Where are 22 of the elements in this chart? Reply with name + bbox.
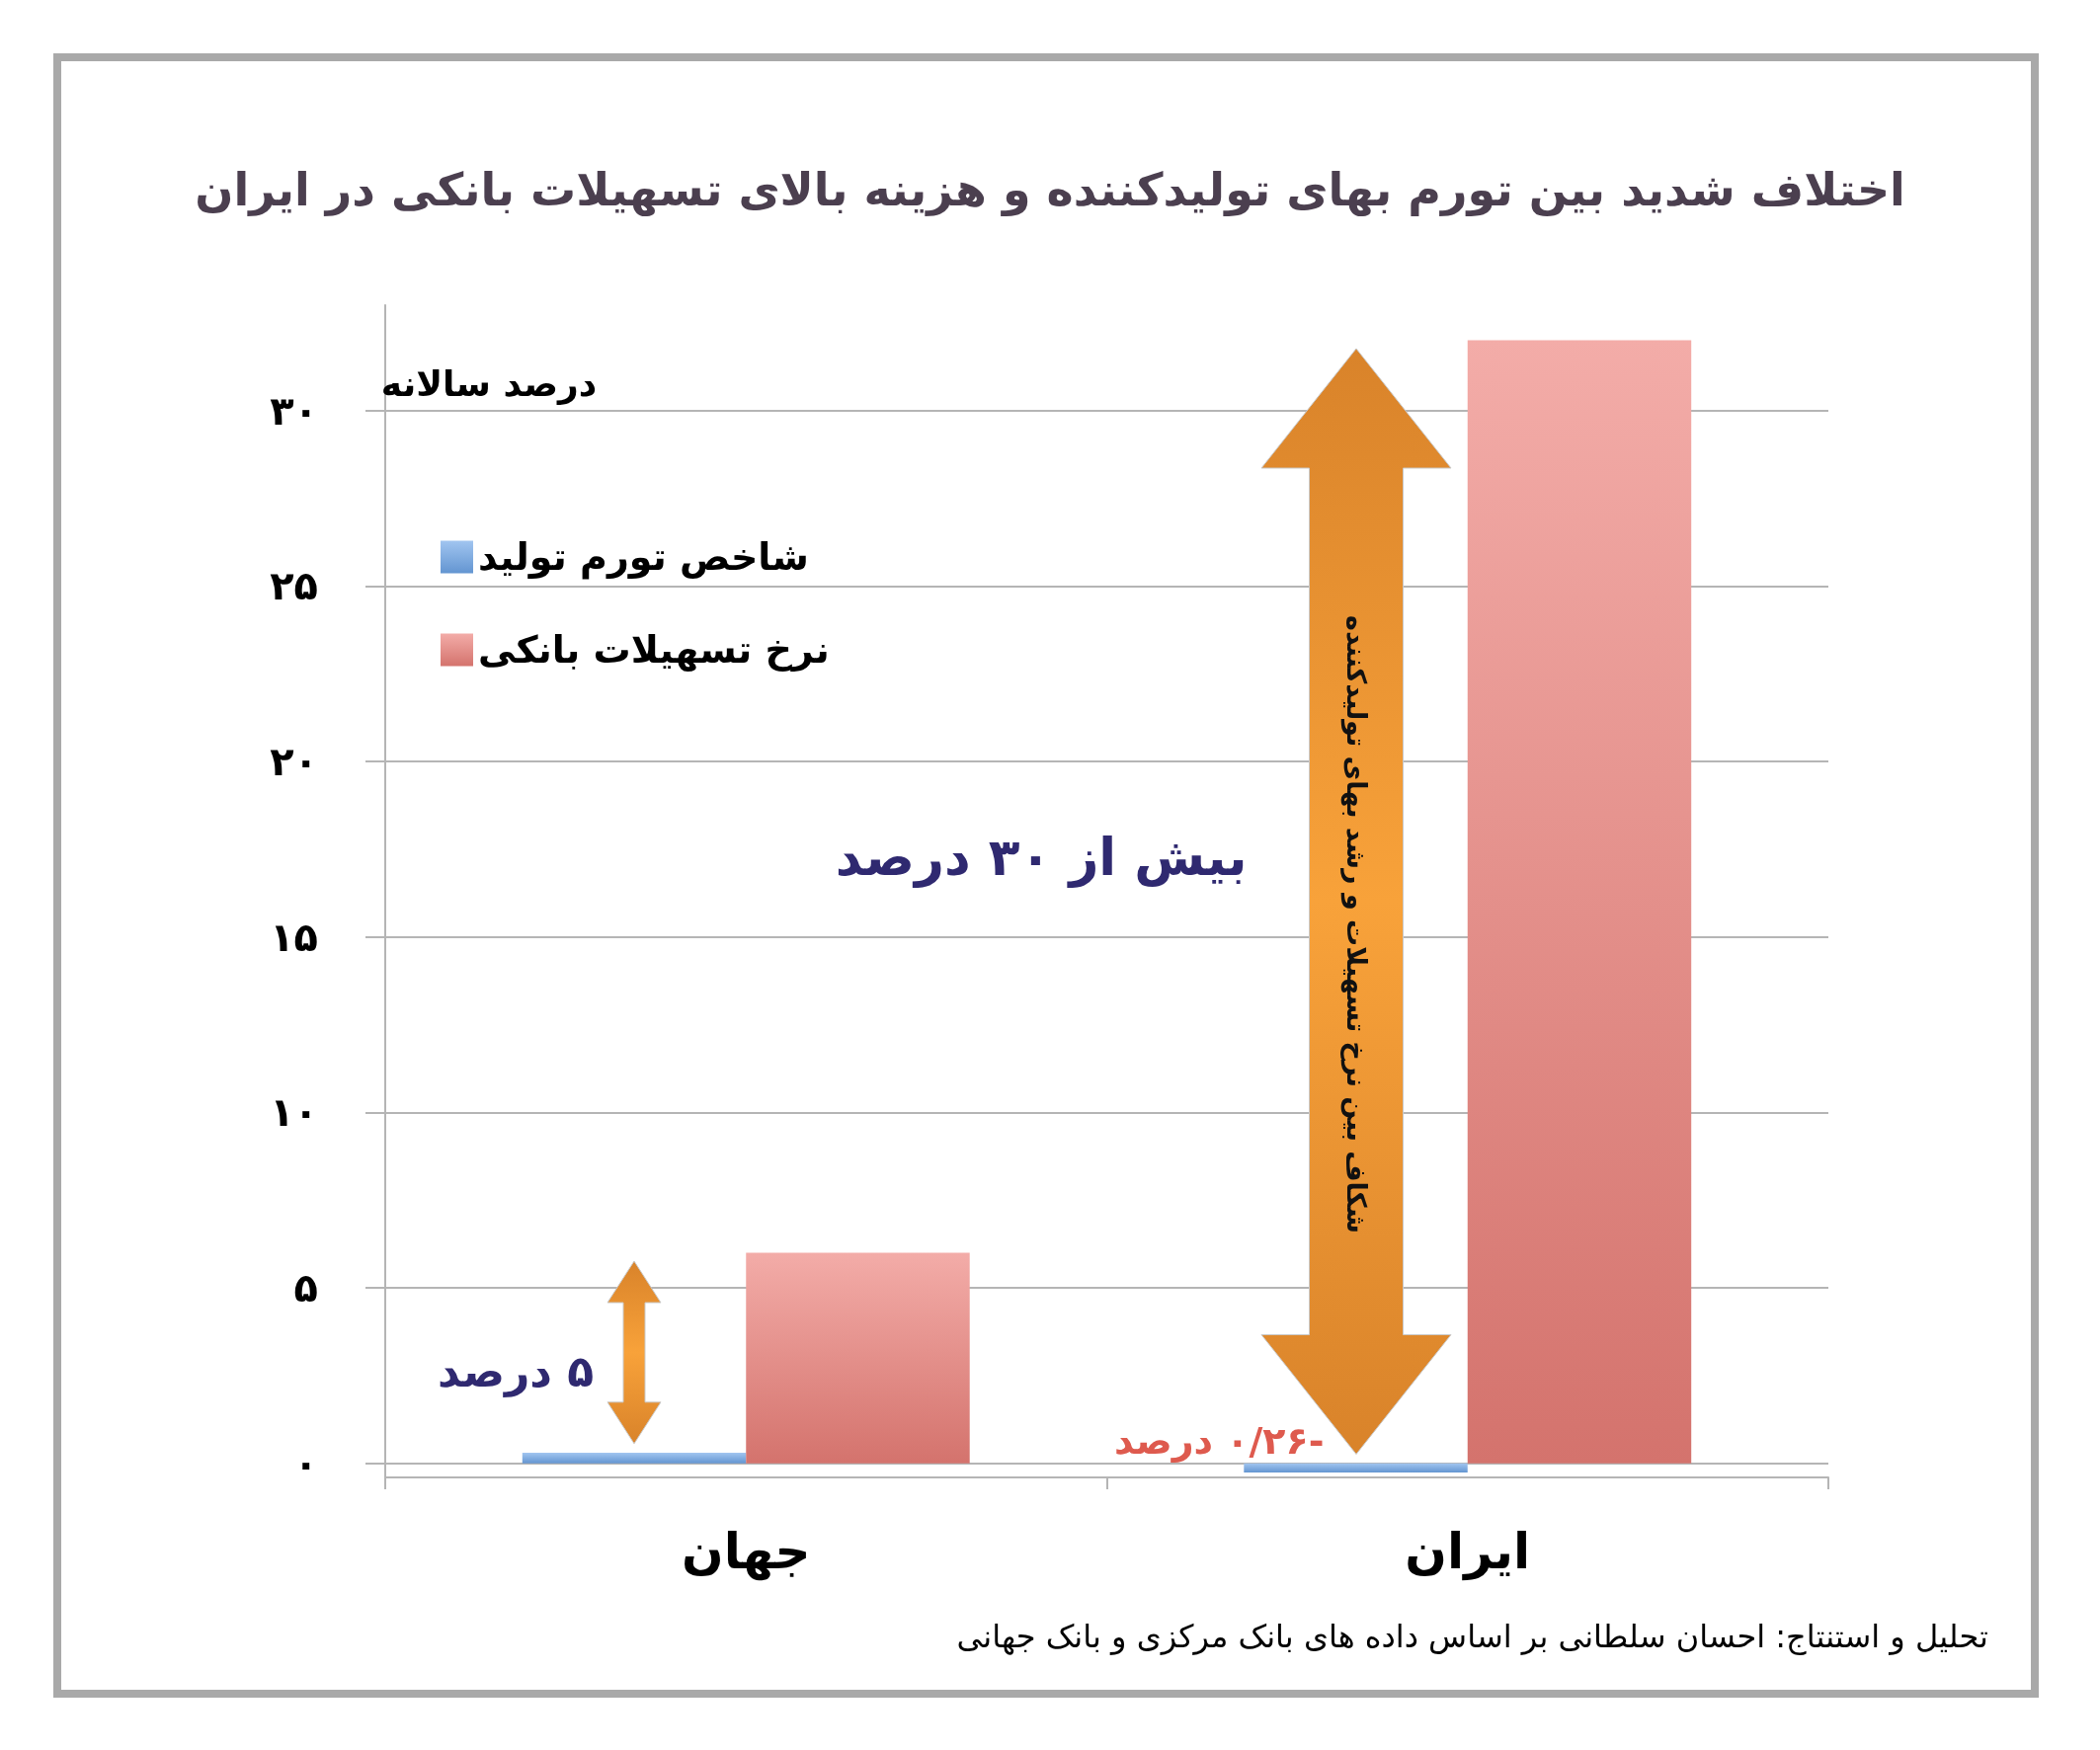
bar [522, 1453, 747, 1464]
y-tick-label: ۰ [293, 1440, 318, 1486]
legend-label: نرخ تسهیلات بانکی [478, 628, 830, 672]
annotation: شکاف بین نرخ تسهیلات و رشد بهای تولیدکننده [1339, 614, 1373, 1233]
y-tick-label: ۲۵ [270, 563, 318, 609]
x-tick-label: جهان [682, 1523, 811, 1581]
y-tick-label: ۵ [293, 1265, 318, 1312]
chart-title: اختلاف شدید بین تورم بهای تولیدکننده و هزینه بالای تسهیلات بانکی در ایران [195, 163, 1905, 216]
y-tick-label: ۱۵ [270, 914, 318, 960]
bar [746, 1252, 970, 1464]
y-tick-label: ۳۰ [270, 387, 318, 434]
y-axis-title: درصد سالانه [380, 361, 598, 406]
y-tick-label: ۱۰ [270, 1089, 318, 1136]
x-tick-label: ایران [1405, 1523, 1531, 1581]
annotation: بیش از ۳۰ درصد [835, 826, 1248, 890]
bar [1244, 1463, 1468, 1473]
text: تحلیل و استنتاج: احسان سلطانی بر اساس داده های بانک مرکزی و بانک جهانی [956, 1617, 1988, 1656]
bar [1467, 340, 1692, 1464]
legend-label: شاخص تورم تولید [478, 535, 809, 580]
y-tick-label: ۲۰ [270, 739, 318, 785]
annotation: ۵ درصد [438, 1344, 595, 1398]
data-label: -۰/۲۶ درصد [1114, 1418, 1325, 1463]
